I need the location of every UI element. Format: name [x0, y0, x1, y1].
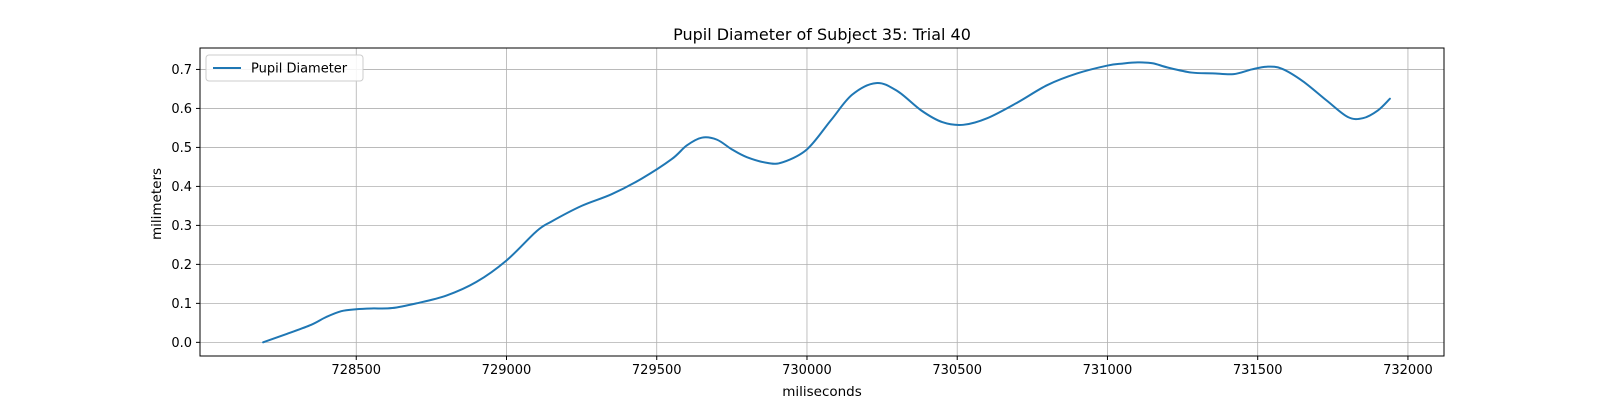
x-tick-label: 729500 [632, 363, 682, 378]
legend-label-pupil-diameter: Pupil Diameter [251, 62, 348, 77]
y-tick-label: 0.4 [171, 180, 192, 195]
series-line-pupil-diameter [262, 61, 1391, 344]
x-tick-label: 728500 [331, 363, 381, 378]
y-tick-label: 0.1 [171, 297, 192, 312]
x-tick-label: 731000 [1083, 363, 1133, 378]
x-tick-label: 729000 [482, 363, 532, 378]
y-tick-label: 0.6 [171, 102, 192, 117]
x-tick-label: 731500 [1233, 363, 1283, 378]
y-tick-label: 0.7 [171, 63, 192, 78]
y-axis-label: milimeters [149, 168, 165, 240]
x-tick-label: 732000 [1383, 363, 1433, 378]
y-tick-label: 0.0 [171, 336, 192, 351]
axis-ticks: 728500 729000 729500 730000 730500 731000 7315… [171, 63, 1432, 378]
y-tick-label: 0.5 [171, 141, 192, 156]
plot-frame [199, 47, 1445, 357]
x-tick-label: 730500 [932, 363, 982, 378]
legend: Pupil Diameter [205, 54, 364, 82]
chart-title: Pupil Diameter of Subject 35: Trial 40 [673, 25, 971, 44]
x-axis-label: miliseconds [782, 384, 862, 400]
y-tick-label: 0.2 [171, 258, 192, 273]
series-layer [262, 61, 1391, 344]
x-tick-label: 730000 [782, 363, 832, 378]
y-tick-label: 0.3 [171, 219, 192, 234]
legend-box [205, 54, 364, 82]
grid-lines [200, 48, 1444, 356]
